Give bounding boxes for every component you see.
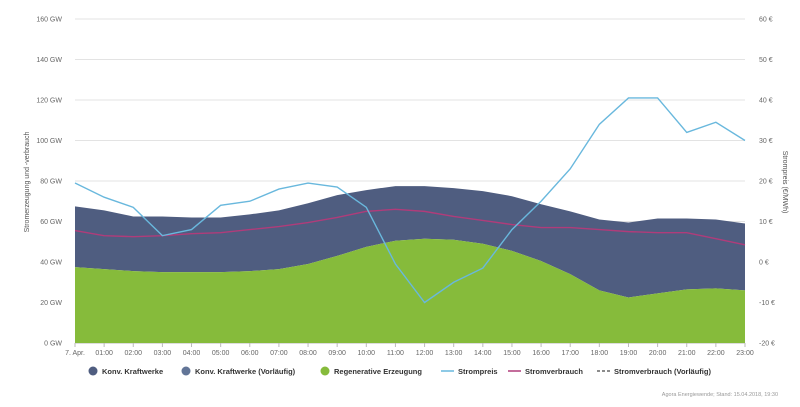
y-tick-label-left: 140 GW bbox=[36, 57, 62, 64]
y-tick-label-left: 160 GW bbox=[36, 17, 62, 24]
y-axis-title-left: Stromerzeugung und -verbrauch bbox=[24, 132, 31, 233]
y-tick-label-right: -10 € bbox=[759, 300, 775, 307]
y-tick-label-left: 20 GW bbox=[40, 300, 62, 307]
y-tick-label-right: 40 € bbox=[759, 98, 773, 105]
y-tick-label-left: 100 GW bbox=[36, 138, 62, 145]
x-tick-label: 16:00 bbox=[532, 350, 550, 357]
areas bbox=[75, 186, 745, 343]
legend-label: Konv. Kraftwerke (Vorläufig) bbox=[195, 367, 296, 376]
area-konv-kraftwerke bbox=[75, 186, 745, 298]
y-tick-label-right: 10 € bbox=[759, 219, 773, 226]
legend-swatch bbox=[181, 366, 191, 376]
legend-label: Konv. Kraftwerke bbox=[102, 367, 163, 376]
legend-swatch bbox=[320, 366, 330, 376]
x-tick-label: 21:00 bbox=[678, 350, 696, 357]
legend-label: Stromverbrauch (Vorläufig) bbox=[614, 367, 711, 376]
x-tick-label: 01:00 bbox=[95, 350, 113, 357]
line-stromverbrauch bbox=[74, 208, 746, 246]
legend: Konv. Kraftwerke Konv. Kraftwerke (Vorläu… bbox=[88, 366, 711, 376]
x-tick-label: 22:00 bbox=[707, 350, 725, 357]
legend-item-konv-kraftwerke-vorlaeufig: Konv. Kraftwerke (Vorläufig) bbox=[181, 366, 296, 376]
x-tick-label: 14:00 bbox=[474, 350, 492, 357]
y-tick-label-left: 80 GW bbox=[40, 179, 62, 186]
source-note: Agora Energiewende; Stand: 15.04.2018, 1… bbox=[662, 392, 778, 398]
legend-label: Strompreis bbox=[458, 367, 498, 376]
x-tick-label: 12:00 bbox=[416, 350, 434, 357]
x-tick-label: 02:00 bbox=[124, 350, 142, 357]
x-tick-label: 7. Apr. bbox=[65, 350, 85, 357]
x-tick-label: 15:00 bbox=[503, 350, 521, 357]
x-tick-label: 07:00 bbox=[270, 350, 288, 357]
legend-item-strompreis: Strompreis bbox=[441, 367, 498, 376]
area-regenerative-erzeugung bbox=[75, 238, 745, 343]
y-tick-label-right: -20 € bbox=[759, 341, 775, 348]
y-tick-label-left: 120 GW bbox=[36, 98, 62, 105]
x-tick-label: 11:00 bbox=[387, 350, 404, 357]
legend-item-stromverbrauch: Stromverbrauch bbox=[508, 367, 583, 376]
axes: 0 GW -20 € 20 GW -10 € 40 GW 0 € 60 GW 10 € 80 G… bbox=[36, 17, 775, 358]
x-tick-label: 17:00 bbox=[561, 350, 579, 357]
x-tick-label: 06:00 bbox=[241, 350, 259, 357]
x-tick-label: 20:00 bbox=[649, 350, 667, 357]
x-tick-label: 18:00 bbox=[591, 350, 609, 357]
x-tick-label: 09:00 bbox=[328, 350, 346, 357]
legend-label: Regenerative Erzeugung bbox=[334, 367, 422, 376]
y-tick-label-right: 50 € bbox=[759, 57, 773, 64]
y-tick-label-right: 20 € bbox=[759, 179, 773, 186]
x-tick-label: 04:00 bbox=[183, 350, 201, 357]
x-tick-label: 08:00 bbox=[299, 350, 317, 357]
x-tick-label: 23:00 bbox=[736, 350, 754, 357]
x-tick-label: 05:00 bbox=[212, 350, 230, 357]
y-tick-label-right: 0 € bbox=[759, 260, 769, 267]
x-tick-label: 03:00 bbox=[154, 350, 172, 357]
lines bbox=[74, 97, 746, 304]
legend-item-konv-kraftwerke: Konv. Kraftwerke bbox=[88, 366, 163, 376]
legend-label: Stromverbrauch bbox=[525, 367, 583, 376]
y-axis-title-right: Strompreis (€/MWh) bbox=[781, 151, 788, 214]
legend-item-stromverbrauch-vorlaeufig: Stromverbrauch (Vorläufig) bbox=[597, 367, 711, 376]
y-tick-label-left: 40 GW bbox=[40, 260, 62, 267]
y-tick-label-right: 60 € bbox=[759, 17, 773, 24]
legend-swatch bbox=[88, 366, 98, 376]
x-tick-label: 19:00 bbox=[620, 350, 638, 357]
legend-item-regenerative-erzeugung: Regenerative Erzeugung bbox=[320, 366, 422, 376]
y-tick-label-right: 30 € bbox=[759, 138, 773, 145]
x-tick-label: 13:00 bbox=[445, 350, 463, 357]
y-tick-label-left: 0 GW bbox=[44, 341, 62, 348]
line-strompreis bbox=[74, 97, 746, 304]
x-tick-label: 10:00 bbox=[358, 350, 376, 357]
y-tick-label-left: 60 GW bbox=[40, 219, 62, 226]
